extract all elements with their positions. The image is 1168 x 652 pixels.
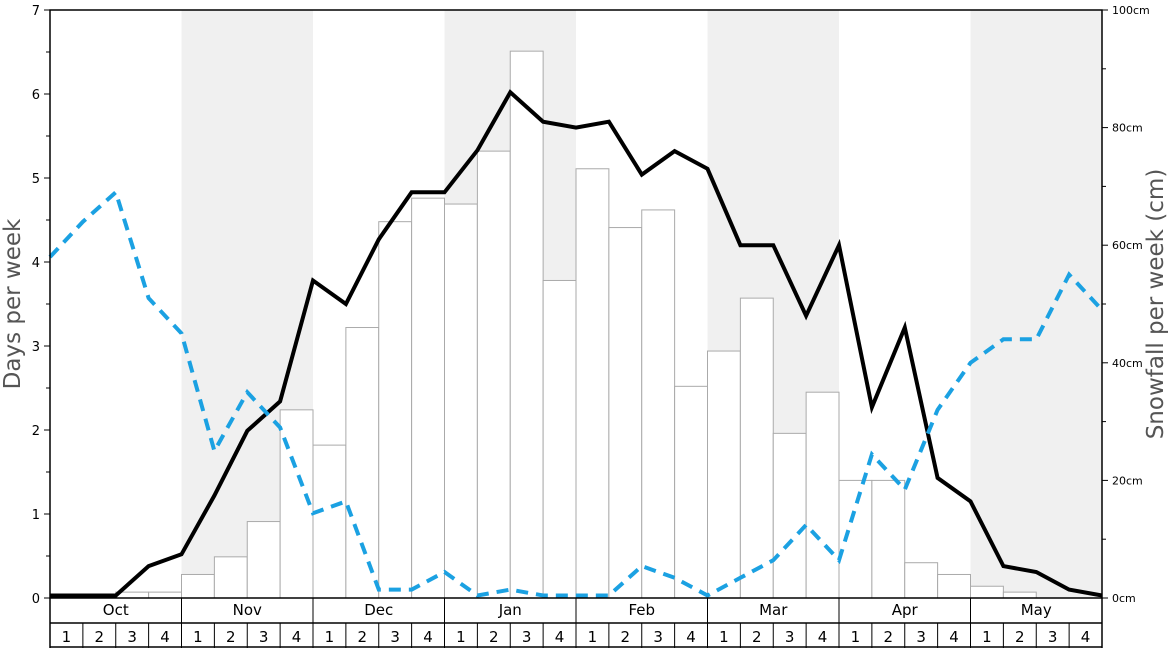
- week-label: 3: [916, 628, 926, 646]
- week-label: 4: [949, 628, 959, 646]
- month-label: Apr: [892, 601, 919, 619]
- week-label: 2: [489, 628, 499, 646]
- snowfall-bar: [674, 385, 708, 599]
- week-label: 3: [653, 628, 663, 646]
- month-label: Jan: [498, 601, 522, 619]
- week-label: 2: [752, 628, 762, 646]
- week-label: 1: [325, 628, 335, 646]
- week-label: 3: [127, 628, 137, 646]
- left-tick-label: 6: [32, 88, 40, 103]
- month-label: Feb: [628, 601, 655, 619]
- right-tick-label: 20cm: [1112, 474, 1143, 487]
- week-label: 2: [621, 628, 631, 646]
- left-tick-label: 5: [32, 172, 40, 187]
- snowfall-bar: [707, 350, 741, 599]
- snowfall-bar: [411, 197, 445, 599]
- week-label: 4: [1081, 628, 1091, 646]
- snowfall-bar: [772, 432, 807, 599]
- left-tick-label: 4: [32, 256, 40, 271]
- snowfall-bar: [937, 573, 971, 599]
- snowfall-bar: [970, 585, 1004, 599]
- snowfall-bar: [181, 573, 215, 599]
- week-label: 2: [358, 628, 368, 646]
- right-tick-label: 80cm: [1112, 122, 1143, 135]
- snowfall-bar: [246, 521, 281, 599]
- left-tick-label: 3: [32, 340, 40, 355]
- week-label: 3: [259, 628, 269, 646]
- week-label: 4: [686, 628, 696, 646]
- labels-layer: 0 1 2 3 4 5 6 7 0cm 20cm 40cm 60cm 80cm 100cm Days per…: [0, 4, 1168, 646]
- week-label: 3: [390, 628, 400, 646]
- week-label: 3: [785, 628, 795, 646]
- snowfall-bar: [476, 150, 511, 599]
- lines-layer: [48, 89, 1104, 598]
- snowfall-bar: [213, 556, 248, 599]
- snowfall-bar: [378, 221, 413, 599]
- week-label: 1: [851, 628, 861, 646]
- week-label: 4: [160, 628, 170, 646]
- week-label: 4: [423, 628, 433, 646]
- week-label: 1: [719, 628, 729, 646]
- right-tick-label: 100cm: [1112, 4, 1150, 17]
- snowfall-bar: [312, 444, 347, 599]
- snowfall-bar: [575, 168, 610, 599]
- snowfall-bar: [904, 562, 939, 599]
- snowfall-bar: [608, 227, 643, 599]
- week-label: 1: [193, 628, 203, 646]
- left-tick-label: 7: [32, 4, 40, 19]
- dashed-line-series: [48, 188, 1104, 598]
- month-label: Oct: [103, 601, 129, 619]
- month-label: Dec: [364, 601, 393, 619]
- snowfall-bar: [148, 591, 182, 599]
- week-label: 1: [62, 628, 72, 646]
- left-tick-label: 0: [32, 592, 40, 607]
- week-label: 3: [1048, 628, 1058, 646]
- snowfall-bar: [871, 479, 906, 599]
- snowfall-bar: [805, 391, 840, 599]
- snowfall-bar: [542, 279, 577, 599]
- right-tick-label: 40cm: [1112, 357, 1143, 370]
- snowfall-bar: [641, 209, 676, 599]
- month-label: Mar: [759, 601, 788, 619]
- week-label: 1: [982, 628, 992, 646]
- month-label: May: [1021, 601, 1052, 619]
- week-label: 4: [818, 628, 828, 646]
- right-axis-title: Snowfall per week (cm): [1143, 169, 1168, 440]
- week-label: 2: [226, 628, 236, 646]
- snowfall-bar: [444, 203, 478, 599]
- solid-line-series: [50, 89, 1103, 598]
- week-label: 4: [292, 628, 302, 646]
- week-label: 4: [555, 628, 565, 646]
- axes-layer: [44, 9, 1108, 648]
- right-tick-label: 0cm: [1112, 592, 1136, 605]
- snowfall-bar: [739, 297, 774, 599]
- week-label: 3: [522, 628, 532, 646]
- snowfall-bar: [509, 50, 544, 599]
- left-axis-title: Days per week: [0, 218, 26, 389]
- left-tick-label: 1: [32, 508, 40, 523]
- week-label: 2: [95, 628, 105, 646]
- week-label: 2: [1015, 628, 1025, 646]
- left-tick-label: 2: [32, 424, 40, 439]
- right-tick-label: 60cm: [1112, 239, 1143, 252]
- snowfall-bar: [1002, 591, 1037, 599]
- snowfall-bar: [345, 327, 380, 599]
- month-label: Nov: [233, 601, 262, 619]
- snowfall-bars-layer: [115, 50, 1037, 599]
- week-label: 1: [456, 628, 466, 646]
- week-label: 2: [884, 628, 894, 646]
- month-shade-may: [970, 10, 1102, 598]
- week-label: 1: [588, 628, 598, 646]
